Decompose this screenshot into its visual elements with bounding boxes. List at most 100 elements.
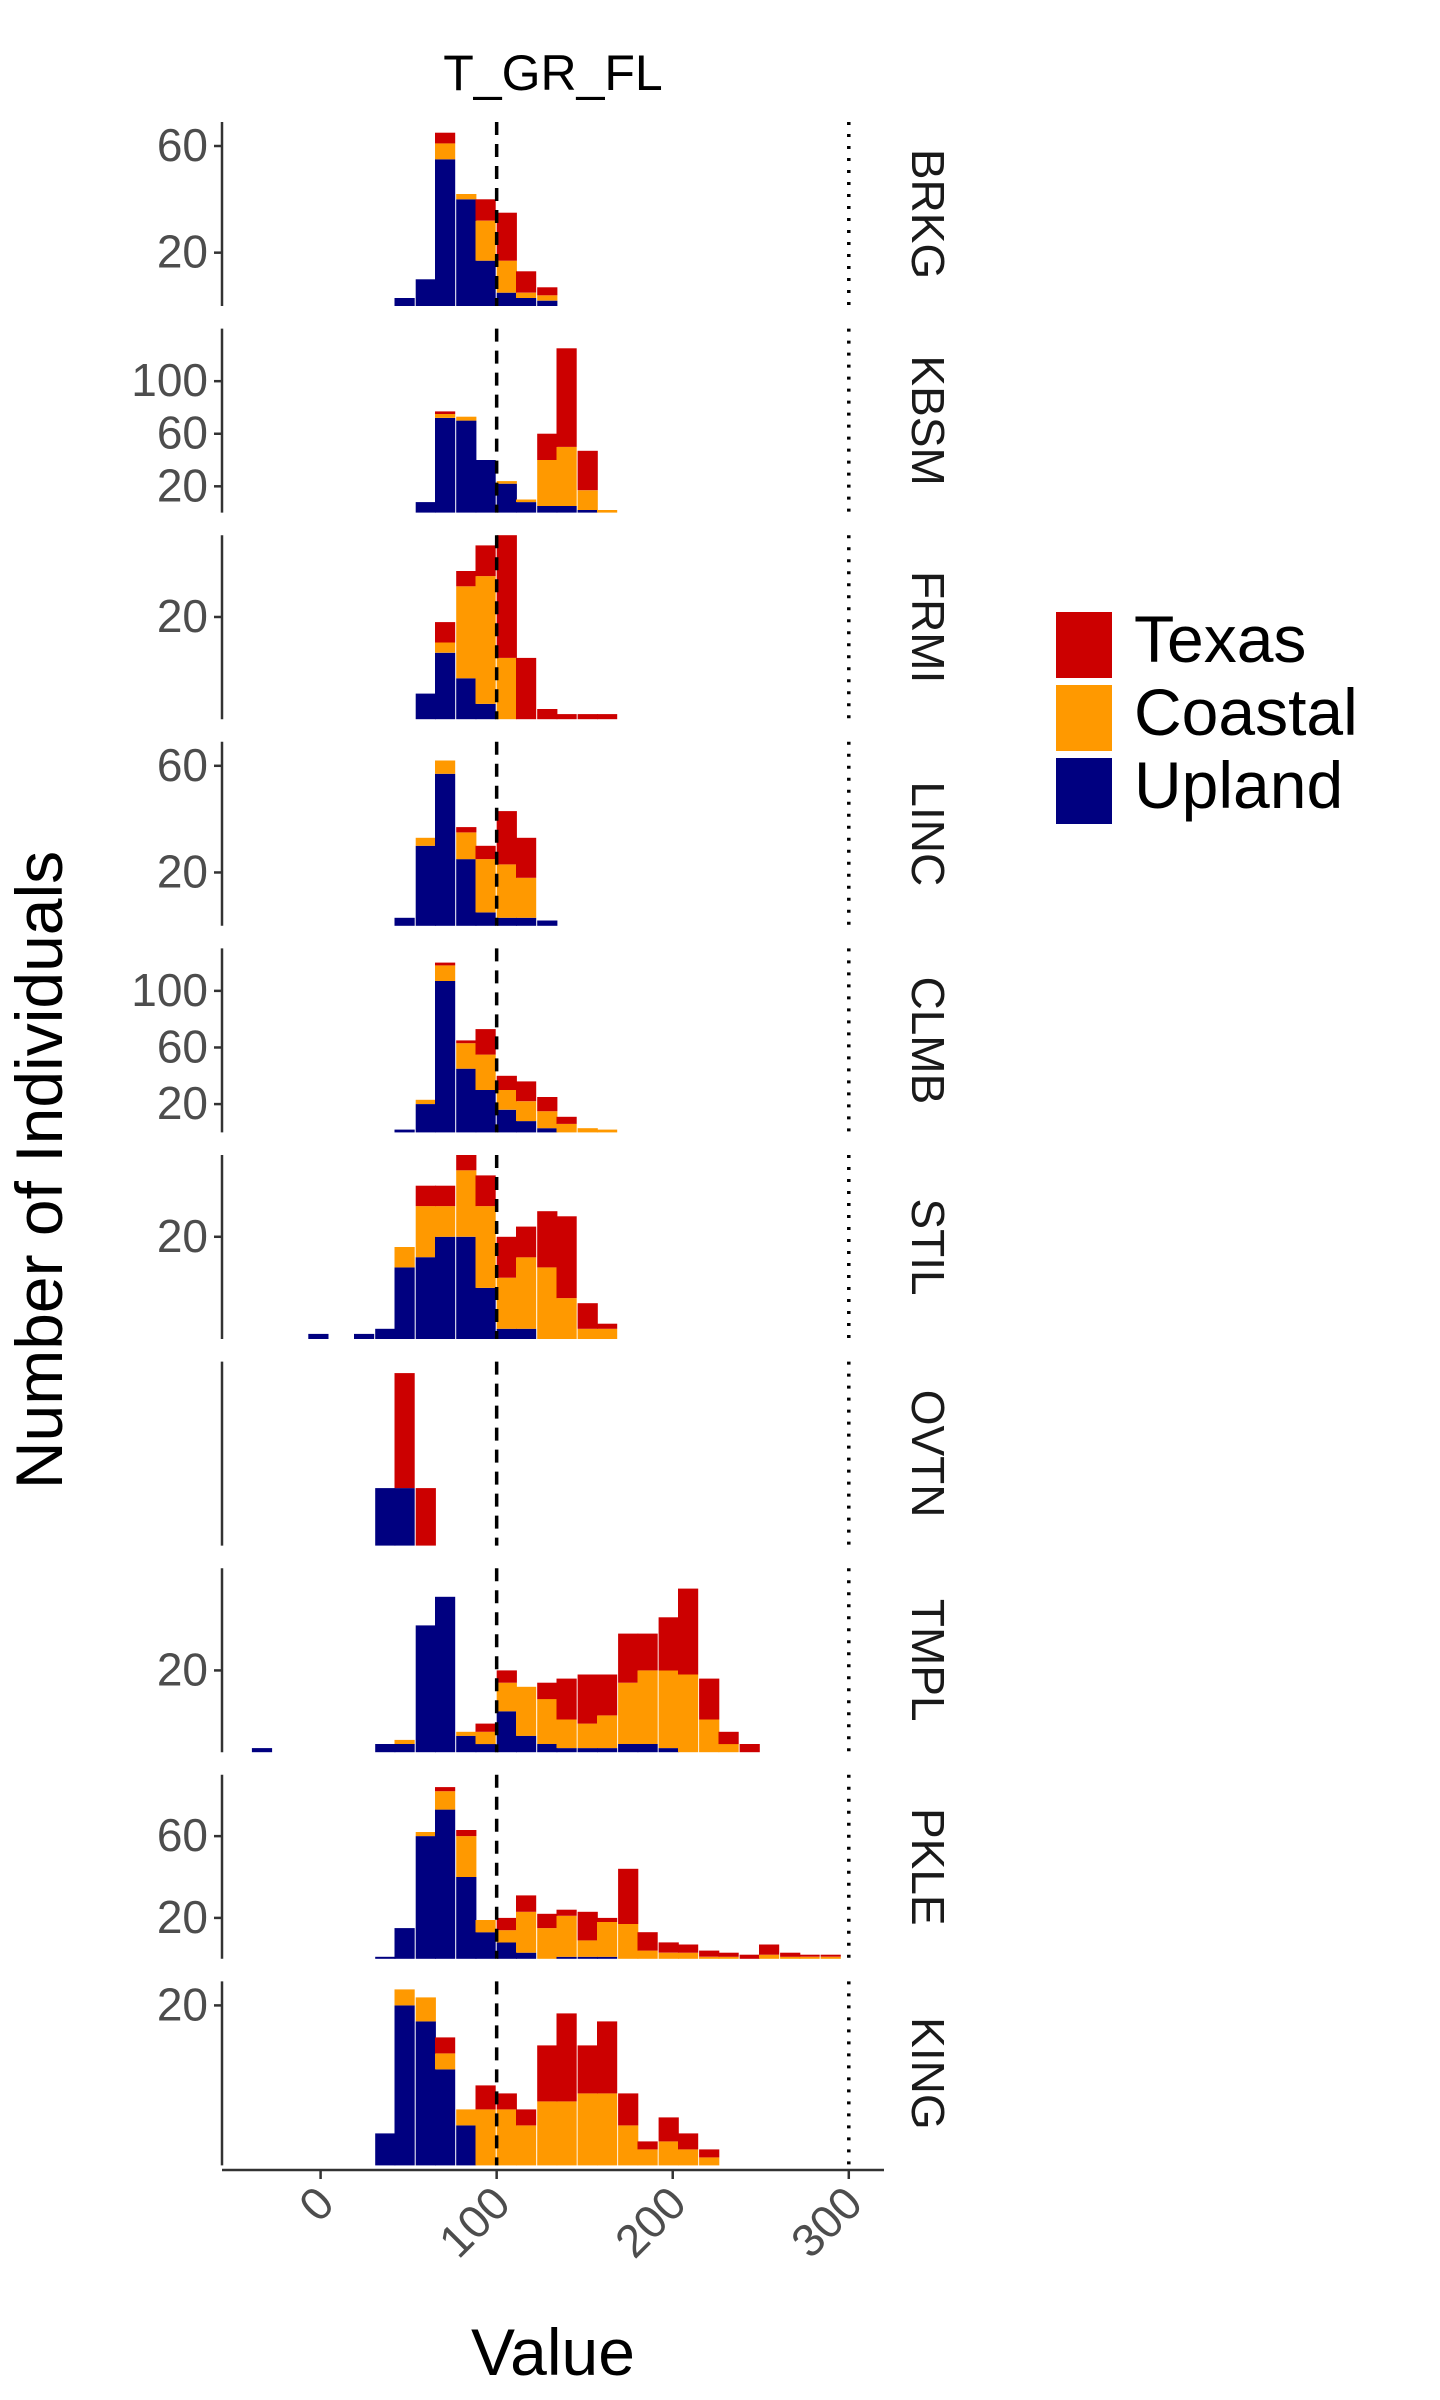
x-tick-label: 0 xyxy=(289,2176,344,2231)
histogram-bar-upland xyxy=(456,1068,477,1133)
histogram-bar-coastal xyxy=(678,2149,699,2166)
y-tick-label: 60 xyxy=(157,1809,208,1861)
histogram-bar-upland xyxy=(537,1744,558,1753)
histogram-bar-texas xyxy=(475,1175,496,1207)
histogram-bar-upland xyxy=(475,912,496,926)
histogram-bar-upland xyxy=(516,1121,537,1133)
histogram-bar-texas xyxy=(475,199,496,221)
facet-panel: OVTN xyxy=(220,1361,954,1546)
histogram-bar-coastal xyxy=(456,416,477,421)
histogram-bar-coastal xyxy=(820,1956,841,1959)
histogram-bar-coastal xyxy=(456,586,477,679)
chart-title: T_GR_FL xyxy=(443,45,663,101)
histogram-bar-texas xyxy=(577,714,598,720)
histogram-bar-texas xyxy=(699,2149,720,2158)
facet-strip-label: KING xyxy=(902,2017,954,2129)
histogram-bar-coastal xyxy=(637,1950,658,1959)
histogram-bar-coastal xyxy=(577,1723,598,1749)
histogram-bar-upland xyxy=(537,300,558,306)
histogram-bar-upland xyxy=(496,1328,517,1339)
histogram-bar-texas xyxy=(759,1944,780,1955)
histogram-bar-upland xyxy=(516,502,537,513)
histogram-bar-upland xyxy=(375,1744,396,1753)
histogram-bar-upland xyxy=(496,1942,517,1959)
histogram-bar-coastal xyxy=(597,1328,618,1339)
histogram-bar-texas xyxy=(496,212,517,261)
histogram-bar-coastal xyxy=(496,2109,517,2166)
histogram-bar-texas xyxy=(699,1678,720,1720)
histogram-bar-coastal xyxy=(475,2109,496,2166)
histogram-bar-texas xyxy=(739,1954,760,1959)
facet-panel: 20 60 PKLE xyxy=(157,1774,954,1959)
histogram-bar-texas xyxy=(597,714,618,720)
y-tick-label: 20 xyxy=(157,590,208,642)
histogram-bar-texas xyxy=(577,1674,598,1724)
histogram-bar-texas xyxy=(516,657,537,720)
legend-label: Upland xyxy=(1134,748,1343,822)
histogram-bar-texas xyxy=(637,1932,658,1951)
histogram-bar-upland xyxy=(537,1128,558,1133)
histogram-bar-upland xyxy=(415,1625,436,1753)
histogram-bar-texas xyxy=(456,827,477,833)
facet-panel: 20 KING xyxy=(157,1978,954,2166)
histogram-bar-upland xyxy=(475,703,496,720)
histogram-bar-coastal xyxy=(516,1101,537,1122)
histogram-bar-upland xyxy=(556,506,577,513)
histogram-bar-upland xyxy=(537,920,558,926)
histogram-bar-texas xyxy=(556,1116,577,1124)
facet-strip-label: CLMB xyxy=(902,976,954,1104)
histogram-bar-coastal xyxy=(516,1686,537,1736)
histogram-bar-coastal xyxy=(456,832,477,860)
histogram-bar-upland xyxy=(435,652,456,720)
y-tick-label: 20 xyxy=(157,1891,208,1943)
facet-strip-label: LINC xyxy=(902,781,954,886)
x-tick-label: 100 xyxy=(429,2176,520,2267)
histogram-bar-coastal xyxy=(658,1952,679,1959)
facet-strip-label: OVTN xyxy=(902,1390,954,1518)
legend-label: Coastal xyxy=(1134,675,1358,749)
histogram-bar-coastal xyxy=(537,295,558,301)
histogram-bar-texas xyxy=(435,622,456,643)
histogram-bar-coastal xyxy=(597,510,618,513)
histogram-bar-coastal xyxy=(537,1111,558,1129)
histogram-bar-texas xyxy=(577,2045,598,2094)
legend-label: Texas xyxy=(1134,602,1306,676)
histogram-bar-texas xyxy=(415,1488,436,1546)
histogram-bar-texas xyxy=(658,2117,679,2142)
histogram-bar-texas xyxy=(496,535,517,658)
histogram-bar-upland xyxy=(577,510,598,513)
histogram-bar-coastal xyxy=(435,760,456,774)
y-tick-label: 20 xyxy=(157,226,208,278)
histogram-bar-upland xyxy=(496,1711,517,1753)
histogram-bar-texas xyxy=(577,1911,598,1941)
histogram-bar-texas xyxy=(718,1731,739,1745)
x-tick-label: 200 xyxy=(605,2176,696,2267)
histogram-bar-texas xyxy=(556,1909,577,1916)
histogram-bar-coastal xyxy=(537,2101,558,2166)
y-axis-label: Number of Individuals xyxy=(2,851,76,1489)
histogram-bar-texas xyxy=(637,2141,658,2150)
histogram-bar-texas xyxy=(597,1674,618,1716)
histogram-bar-upland xyxy=(375,1328,396,1339)
histogram-bar-coastal xyxy=(699,1956,720,1959)
histogram-bar-upland xyxy=(394,1744,415,1753)
histogram-bar-upland xyxy=(415,1257,436,1339)
y-tick-label: 20 xyxy=(157,1643,208,1695)
histogram-bar-coastal xyxy=(556,446,577,506)
histogram-bar-coastal xyxy=(475,220,496,261)
histogram-bar-texas xyxy=(556,2013,577,2102)
histogram-bar-coastal xyxy=(435,965,456,981)
histogram-bar-upland xyxy=(415,693,436,720)
histogram-bar-coastal xyxy=(456,1043,477,1069)
histogram-bar-upland xyxy=(516,917,537,926)
histogram-bar-coastal xyxy=(516,1911,537,1953)
histogram-bar-coastal xyxy=(799,1956,820,1959)
histogram-bar-upland xyxy=(577,1956,598,1959)
histogram-bar-coastal xyxy=(637,2149,658,2166)
histogram-bar-texas xyxy=(577,1303,598,1329)
histogram-bar-coastal xyxy=(597,2093,618,2166)
histogram-bar-coastal xyxy=(415,1099,436,1104)
histogram-bar-upland xyxy=(577,1748,598,1753)
